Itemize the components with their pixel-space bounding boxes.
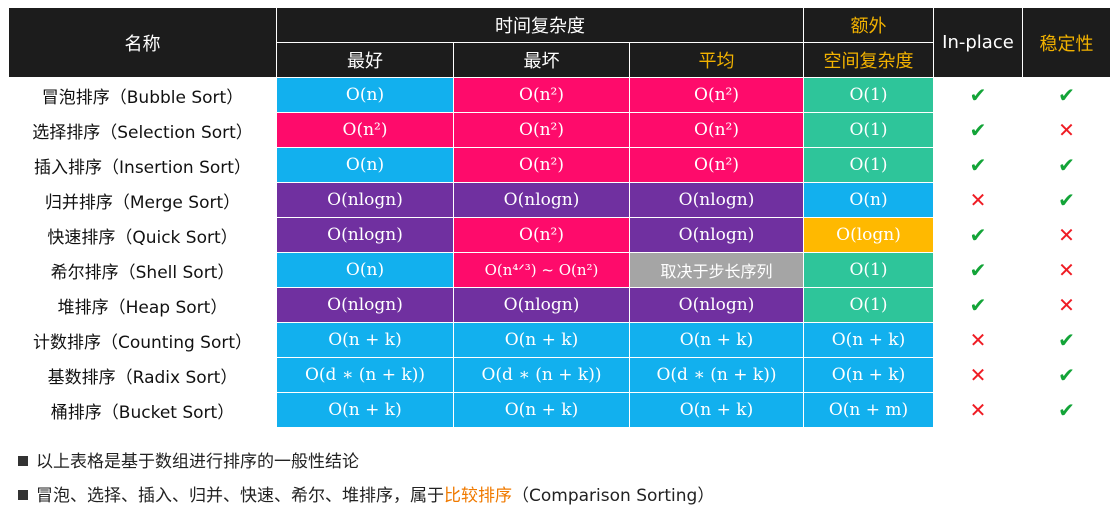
space-complexity: O(n + m) — [803, 392, 934, 428]
notes-section: 以上表格是基于数组进行排序的一般性结论 冒泡、选择、插入、归并、快速、希尔、堆排… — [18, 445, 714, 513]
header-best: 最好 — [276, 42, 454, 78]
table-row: 插入排序（Insertion Sort） O(n) O(n²) O(n²) O(… — [8, 147, 1111, 183]
table-row: 桶排序（Bucket Sort） O(n + k) O(n + k) O(n +… — [8, 392, 1111, 428]
table-row: 堆排序（Heap Sort） O(nlogn) O(nlogn) O(nlogn… — [8, 287, 1111, 323]
stable-cross-icon: ✕ — [1022, 252, 1111, 288]
table-row: 选择排序（Selection Sort） O(n²) O(n²) O(n²) O… — [8, 112, 1111, 148]
algorithm-name: 堆排序（Heap Sort） — [8, 287, 277, 323]
space-complexity: O(1) — [803, 147, 934, 183]
average-case: O(nlogn) — [629, 182, 804, 218]
average-case: O(n²) — [629, 112, 804, 148]
algorithm-name: 快速排序（Quick Sort） — [8, 217, 277, 253]
algorithm-name: 冒泡排序（Bubble Sort） — [8, 77, 277, 113]
average-case: O(n²) — [629, 77, 804, 113]
algorithm-name: 选择排序（Selection Sort） — [8, 112, 277, 148]
note-line-2: 冒泡、选择、插入、归并、快速、希尔、堆排序，属于比较排序（Comparison … — [18, 479, 714, 513]
worst-case: O(n²) — [453, 77, 630, 113]
space-complexity: O(n + k) — [803, 357, 934, 393]
space-complexity: O(1) — [803, 252, 934, 288]
best-case: O(n²) — [276, 112, 454, 148]
worst-case: O(n⁴ᐟ³) ~ O(n²) — [453, 252, 630, 288]
note-text: 以上表格是基于数组进行排序的一般性结论 — [36, 452, 359, 472]
worst-case: O(d ∗ (n + k)) — [453, 357, 630, 393]
algorithm-name: 归并排序（Merge Sort） — [8, 182, 277, 218]
inplace-check-icon: ✔ — [933, 217, 1023, 253]
average-case: O(n + k) — [629, 322, 804, 358]
space-complexity: O(1) — [803, 112, 934, 148]
stable-cross-icon: ✕ — [1022, 112, 1111, 148]
inplace-cross-icon: ✕ — [933, 357, 1023, 393]
space-complexity: O(n + k) — [803, 322, 934, 358]
algorithm-name: 插入排序（Insertion Sort） — [8, 147, 277, 183]
algorithm-name: 希尔排序（Shell Sort） — [8, 252, 277, 288]
space-complexity: O(logn) — [803, 217, 934, 253]
inplace-cross-icon: ✕ — [933, 182, 1023, 218]
space-complexity: O(1) — [803, 287, 934, 323]
best-case: O(n + k) — [276, 392, 454, 428]
header-stable: 稳定性 — [1022, 7, 1111, 78]
table-row: 冒泡排序（Bubble Sort） O(n) O(n²) O(n²) O(1) … — [8, 77, 1111, 113]
header-name: 名称 — [8, 7, 277, 78]
best-case: O(nlogn) — [276, 287, 454, 323]
sorting-complexity-table: 名称 时间复杂度 额外 In-place 稳定性 最好 最坏 平均 空间复杂度 … — [8, 7, 1111, 428]
algorithm-name: 桶排序（Bucket Sort） — [8, 392, 277, 428]
best-case: O(nlogn) — [276, 217, 454, 253]
inplace-cross-icon: ✕ — [933, 392, 1023, 428]
header-average: 平均 — [629, 42, 804, 78]
table-row: 计数排序（Counting Sort） O(n + k) O(n + k) O(… — [8, 322, 1111, 358]
worst-case: O(n + k) — [453, 392, 630, 428]
worst-case: O(n²) — [453, 112, 630, 148]
average-case: O(nlogn) — [629, 217, 804, 253]
stable-check-icon: ✔ — [1022, 182, 1111, 218]
stable-cross-icon: ✕ — [1022, 217, 1111, 253]
average-case: O(n²) — [629, 147, 804, 183]
square-bullet-icon — [18, 490, 28, 500]
inplace-cross-icon: ✕ — [933, 322, 1023, 358]
space-complexity: O(1) — [803, 77, 934, 113]
inplace-check-icon: ✔ — [933, 147, 1023, 183]
best-case: O(nlogn) — [276, 182, 454, 218]
worst-case: O(n²) — [453, 217, 630, 253]
stable-check-icon: ✔ — [1022, 392, 1111, 428]
space-complexity: O(n) — [803, 182, 934, 218]
worst-case: O(nlogn) — [453, 182, 630, 218]
stable-check-icon: ✔ — [1022, 147, 1111, 183]
header-time-complexity: 时间复杂度 — [276, 7, 804, 43]
header-inplace: In-place — [933, 7, 1023, 78]
best-case: O(d ∗ (n + k)) — [276, 357, 454, 393]
algorithm-name: 计数排序（Counting Sort） — [8, 322, 277, 358]
square-bullet-icon — [18, 456, 28, 466]
stable-check-icon: ✔ — [1022, 77, 1111, 113]
header-worst: 最坏 — [453, 42, 630, 78]
inplace-check-icon: ✔ — [933, 112, 1023, 148]
stable-check-icon: ✔ — [1022, 357, 1111, 393]
best-case: O(n) — [276, 252, 454, 288]
average-case: O(nlogn) — [629, 287, 804, 323]
header-space-line2: 空间复杂度 — [803, 42, 934, 78]
inplace-check-icon: ✔ — [933, 287, 1023, 323]
best-case: O(n + k) — [276, 322, 454, 358]
stable-check-icon: ✔ — [1022, 322, 1111, 358]
average-case: 取决于步长序列 — [629, 252, 804, 288]
average-case: O(n + k) — [629, 392, 804, 428]
algorithm-name: 基数排序（Radix Sort） — [8, 357, 277, 393]
note-text-suffix: （Comparison Sorting） — [512, 486, 715, 506]
table-row: 快速排序（Quick Sort） O(nlogn) O(n²) O(nlogn)… — [8, 217, 1111, 253]
stable-cross-icon: ✕ — [1022, 287, 1111, 323]
worst-case: O(nlogn) — [453, 287, 630, 323]
inplace-check-icon: ✔ — [933, 252, 1023, 288]
best-case: O(n) — [276, 77, 454, 113]
worst-case: O(n + k) — [453, 322, 630, 358]
table-row: 希尔排序（Shell Sort） O(n) O(n⁴ᐟ³) ~ O(n²) 取决… — [8, 252, 1111, 288]
worst-case: O(n²) — [453, 147, 630, 183]
best-case: O(n) — [276, 147, 454, 183]
table-row: 基数排序（Radix Sort） O(d ∗ (n + k)) O(d ∗ (n… — [8, 357, 1111, 393]
inplace-check-icon: ✔ — [933, 77, 1023, 113]
note-text: 冒泡、选择、插入、归并、快速、希尔、堆排序，属于 — [36, 486, 444, 506]
average-case: O(d ∗ (n + k)) — [629, 357, 804, 393]
note-line-1: 以上表格是基于数组进行排序的一般性结论 — [18, 445, 714, 479]
comparison-sort-highlight: 比较排序 — [444, 486, 512, 506]
header-space-line1: 额外 — [803, 7, 934, 43]
table-row: 归并排序（Merge Sort） O(nlogn) O(nlogn) O(nlo… — [8, 182, 1111, 218]
